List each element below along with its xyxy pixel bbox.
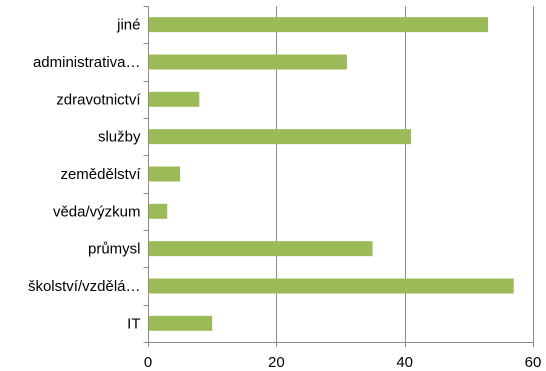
x-tick-label-20: 20 [268,354,285,371]
category-label-0: jiné [116,17,140,34]
bar-4 [148,166,181,182]
bar-5 [148,203,168,219]
category-label-1: administrativa… [33,54,141,71]
category-label-4: zemědělství [60,166,141,183]
axes [143,6,534,347]
x-tick-label-40: 40 [396,354,413,371]
category-label-5: věda/výzkum [53,203,141,220]
x-tick-label-0: 0 [144,354,152,371]
category-label-2: zdravotnictví [56,91,141,108]
bar-3 [148,129,412,145]
bar-0 [148,17,489,33]
bars [148,17,514,331]
bar-2 [148,91,200,107]
category-label-3: služby [98,129,141,146]
bar-1 [148,54,347,70]
category-label-7: školství/vzdělá… [28,278,141,295]
x-tick-label-60: 60 [525,354,542,371]
labels: jiné administrativa… zdravotnictví služby ze… [28,17,541,371]
category-label-6: průmysl [88,241,141,258]
bar-7 [148,278,514,294]
bar-6 [148,241,373,257]
bar-8 [148,315,213,331]
category-label-8: IT [127,315,140,332]
